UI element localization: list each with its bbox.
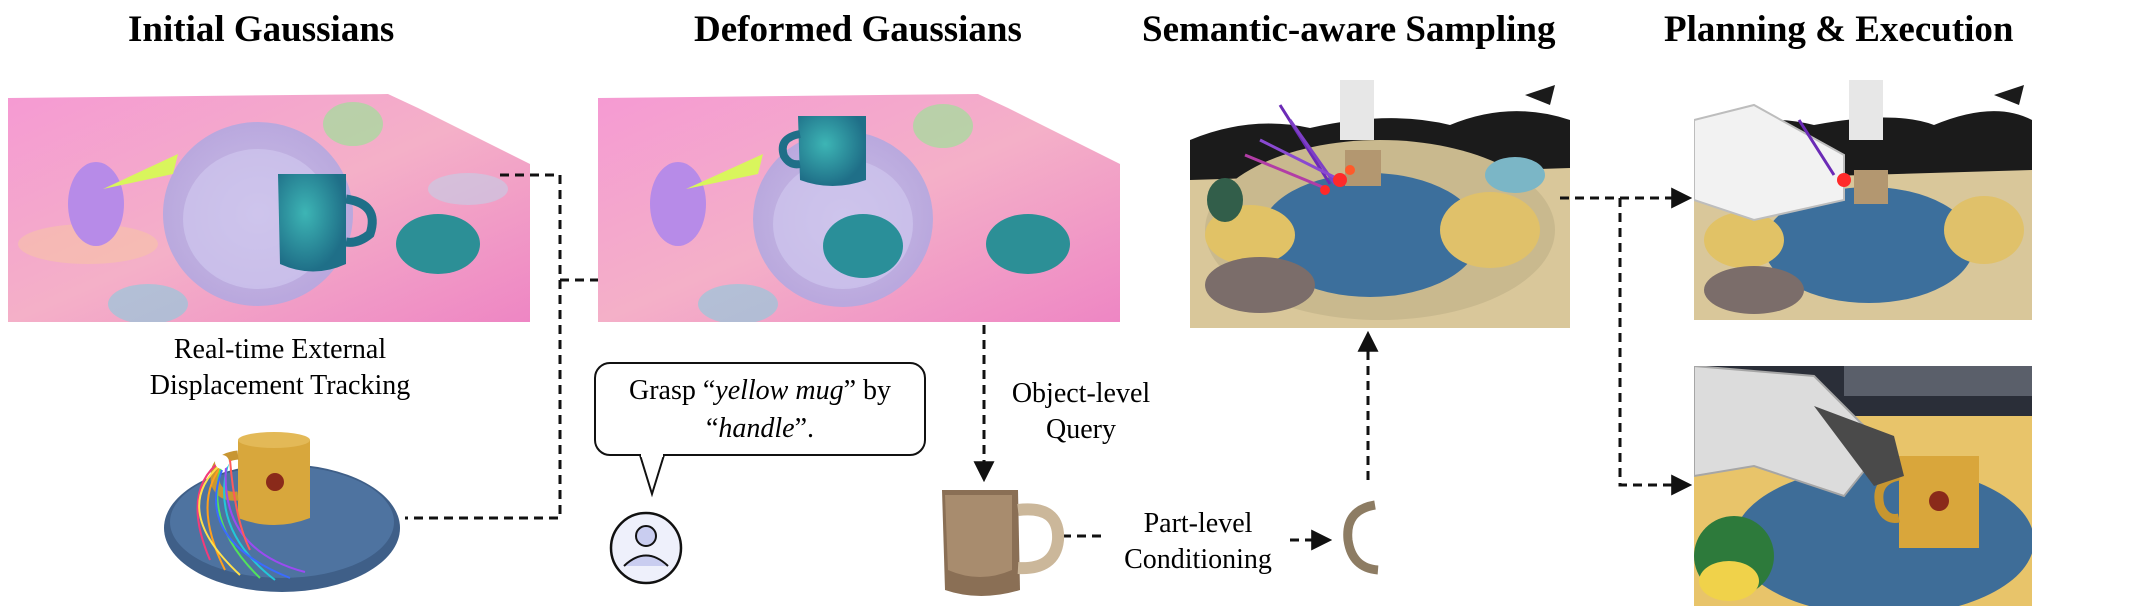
tracking-label-line1: Real-time External bbox=[173, 334, 387, 365]
deformed-gaussians-image bbox=[598, 94, 1120, 322]
tracking-connector bbox=[405, 173, 562, 520]
title-planning-execution: Planning & Execution bbox=[1664, 9, 2014, 50]
to-execution-arrow bbox=[1618, 198, 1693, 496]
instruction-part: handle bbox=[718, 413, 795, 444]
instruction-prefix: Grasp “ bbox=[628, 375, 716, 406]
tracking-label-line2: Displacement Tracking bbox=[149, 370, 411, 401]
execution-photo bbox=[1694, 366, 2032, 606]
part-conditioning-line2: Conditioning bbox=[1124, 544, 1272, 575]
planning-render-image bbox=[1694, 80, 2032, 320]
part-conditioning-label: Part-level Conditioning bbox=[1108, 506, 1288, 578]
part-conditioning-line1: Part-level bbox=[1143, 508, 1253, 539]
instruction-open-quote: “ bbox=[705, 413, 719, 444]
tracking-image bbox=[150, 400, 410, 600]
instruction-object: yellow mug bbox=[715, 375, 844, 406]
instruction-middle: ” by bbox=[843, 375, 892, 406]
initial-gaussians-image bbox=[8, 94, 530, 322]
mug-object-icon bbox=[942, 490, 1065, 596]
handle-part-icon bbox=[1343, 500, 1379, 575]
bubble-tail bbox=[639, 454, 665, 498]
object-query-line1: Object-level bbox=[1011, 378, 1151, 409]
object-query-label: Object-level Query bbox=[996, 376, 1166, 448]
object-query-line2: Query bbox=[1046, 414, 1116, 445]
title-initial-gaussians: Initial Gaussians bbox=[128, 9, 395, 50]
title-semantic-sampling: Semantic-aware Sampling bbox=[1142, 9, 1556, 50]
instruction-suffix: ”. bbox=[794, 413, 815, 444]
instruction-bubble: Grasp “yellow mug” by “handle”. bbox=[594, 362, 926, 456]
user-avatar-icon bbox=[609, 511, 683, 585]
title-deformed-gaussians: Deformed Gaussians bbox=[694, 9, 1022, 50]
tracking-label: Real-time External Displacement Tracking bbox=[100, 332, 460, 404]
semantic-sampling-image bbox=[1190, 80, 1570, 328]
